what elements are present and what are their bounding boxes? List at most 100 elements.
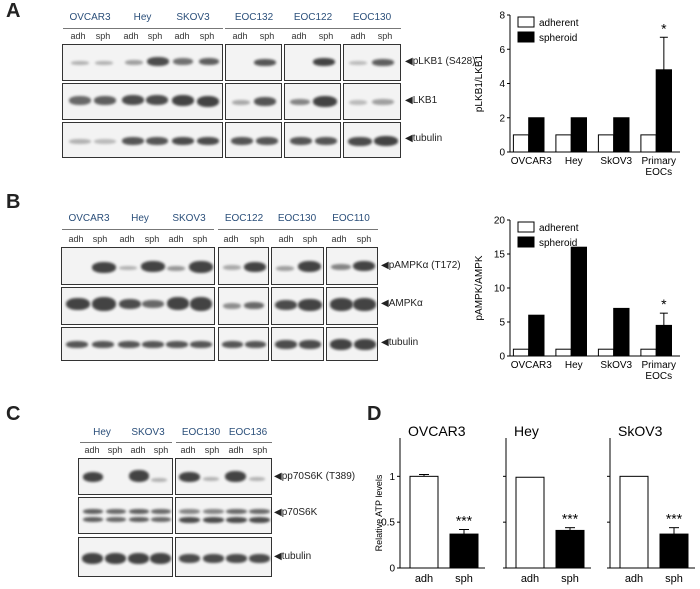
x-tick-label: adh: [625, 573, 643, 585]
bar-adherent: [512, 348, 530, 357]
blot-tubulin-b-eoc110: [326, 327, 378, 361]
lane-label: sph: [204, 445, 220, 455]
blot-pampk-eoc110: [326, 247, 378, 285]
row-label: ◀pAMPKα (T172): [381, 260, 461, 271]
blot-tubulin-cell-lines: [62, 122, 223, 158]
blot-ampk-eoc130: [271, 287, 324, 325]
lane-label: adh: [174, 31, 190, 41]
x-tick-label: adh: [521, 573, 539, 585]
blot-pampk-eoc130: [271, 247, 324, 285]
chart-pampk-ampk: 0 5 10 15 20 pAMPK/AMPK OVCAR3 Hey SkOV3 * Primary…: [474, 216, 680, 382]
blot-ampk-cell-lines: [61, 287, 215, 325]
group-underline: [62, 229, 214, 230]
x-tick-label: OVCAR3: [511, 156, 553, 167]
y-tick-label: 0: [389, 564, 395, 575]
y-tick-label: 0.5: [381, 518, 395, 529]
y-tick-label: 8: [499, 11, 505, 22]
blot-pp70s6k-eoc: [175, 458, 272, 495]
x-tick-label: Primary: [642, 360, 676, 371]
subplot-title: SkOV3: [618, 423, 663, 439]
row-label: ◀tubulin: [405, 133, 443, 144]
group-underline: [80, 442, 172, 443]
y-tick-label: 1: [389, 472, 395, 483]
legend-swatch-spheroid: [517, 236, 535, 248]
x-tick-label: Primary: [642, 156, 676, 167]
cell-line-label: OVCAR3: [68, 213, 110, 224]
lane-label: sph: [318, 31, 334, 41]
y-tick-label: 5: [499, 318, 505, 329]
y-axis-label: Relative ATP levels: [374, 474, 384, 551]
group-underline: [225, 28, 401, 29]
group-underline: [63, 28, 223, 29]
lane-label: adh: [130, 445, 146, 455]
cell-line-label: EOC122: [224, 213, 264, 224]
lane-label: adh: [223, 234, 239, 244]
lane-label: sph: [192, 234, 208, 244]
bar-adh: [409, 475, 439, 569]
y-tick-label: 6: [499, 45, 505, 56]
bar-adherent: [640, 134, 657, 153]
legend-label: adherent: [539, 223, 579, 234]
blot-tubulin-b-cell-lines: [61, 327, 215, 361]
bar-spheroid: [528, 314, 545, 357]
blot-tubulin-eoc132: [225, 122, 282, 158]
blot-lkb1-eoc122: [284, 83, 341, 120]
blot-lkb1-cell-lines: [62, 83, 223, 120]
lane-label: sph: [95, 31, 111, 41]
blot-tubulin-eoc130: [343, 122, 401, 158]
group-underline: [218, 229, 378, 230]
cell-line-label: EOC130: [181, 427, 221, 438]
bar-sph: [555, 529, 585, 569]
x-tick-label: EOCs: [645, 371, 672, 382]
x-tick-label: sph: [455, 573, 473, 585]
lane-label: adh: [228, 445, 244, 455]
y-tick-label: 20: [494, 216, 506, 227]
bar-adherent: [512, 134, 530, 153]
bar-spheroid: [613, 307, 630, 357]
cell-line-label: EOC122: [293, 12, 333, 23]
lane-label: adh: [331, 234, 347, 244]
lane-label: adh: [70, 31, 86, 41]
blot-tubulin-b-eoc122: [218, 327, 269, 361]
row-label: ◀pLKB1 (S428): [405, 56, 476, 67]
lane-label: adh: [278, 234, 294, 244]
lane-label: sph: [92, 234, 108, 244]
legend-swatch-adherent: [517, 16, 535, 28]
cell-line-label: EOC130: [277, 213, 317, 224]
x-tick-label: EOCs: [645, 167, 672, 178]
lane-label: adh: [68, 234, 84, 244]
lane-label: sph: [259, 31, 275, 41]
y-tick-label: 4: [499, 79, 505, 90]
lane-label: sph: [252, 445, 268, 455]
bar-adherent: [597, 348, 615, 357]
chart-plkb1-lkb1: 0 2 4 6 8 pLKB1/LKB1 OVCAR3 Hey SkOV3 * PrimaryEOC…: [474, 11, 680, 178]
row-label: ◀LKB1: [405, 95, 438, 106]
blot-pp70s6k-cell-lines: [78, 458, 173, 495]
blot-ampk-eoc110: [326, 287, 378, 325]
x-tick-label: SkOV3: [600, 156, 632, 167]
cell-line-label: EOC110: [332, 213, 370, 224]
lane-label: adh: [350, 31, 366, 41]
blot-pampk-cell-lines: [61, 247, 215, 285]
significance-star: *: [661, 296, 667, 312]
cell-line-label: Hey: [133, 12, 152, 23]
legend-label: adherent: [539, 18, 579, 29]
group-underline: [176, 442, 272, 443]
lane-label: adh: [123, 31, 139, 41]
y-axis-label: pLKB1/LKB1: [474, 54, 485, 112]
legend-label: spheroid: [539, 33, 577, 44]
significance-stars: ***: [562, 511, 579, 527]
x-tick-label: sph: [665, 573, 683, 585]
bar-adherent: [555, 348, 572, 357]
cell-line-label: Hey: [93, 427, 111, 438]
bar-spheroid: [570, 246, 587, 357]
y-tick-label: 15: [494, 250, 506, 261]
bar-sph: [659, 533, 689, 569]
panel-label-a: A: [6, 0, 21, 22]
lane-label: adh: [168, 234, 184, 244]
lane-label: sph: [107, 445, 123, 455]
lane-label: sph: [147, 31, 163, 41]
blot-tubulin-c-cell-lines: [78, 537, 173, 577]
cell-line-label: Hey: [131, 213, 149, 224]
blot-plkb1-cell-lines: [62, 44, 223, 81]
